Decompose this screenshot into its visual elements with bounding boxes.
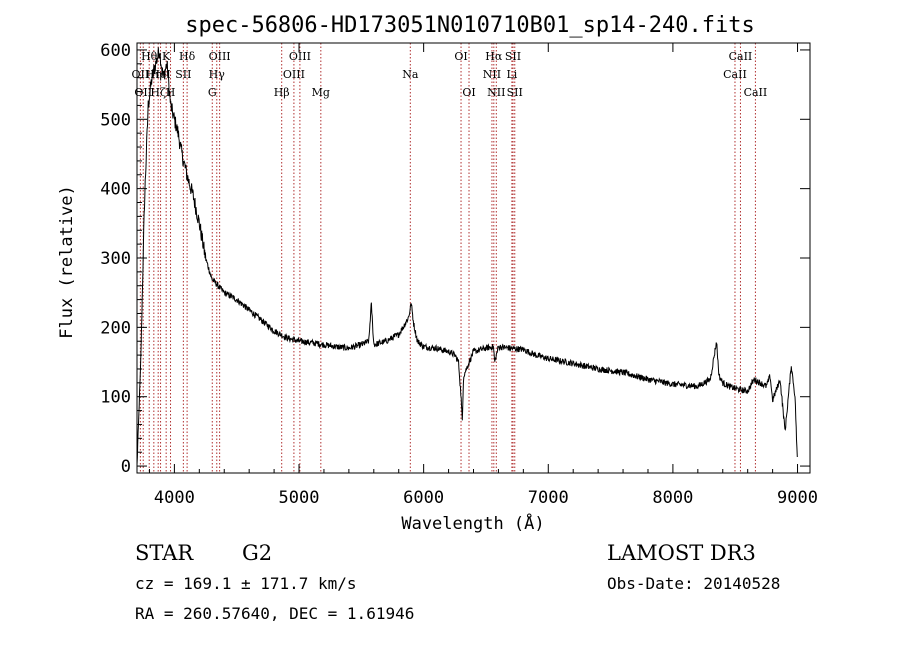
- spectral-line-label: Na: [402, 68, 419, 81]
- spectral-line-label: SII: [507, 86, 523, 99]
- y-tick-label: 300: [100, 249, 131, 269]
- obs-date-readout: Obs-Date: 20140528: [607, 574, 780, 593]
- spectral-line-label: Hη: [146, 68, 162, 81]
- spectral-line-label: OII: [134, 86, 152, 99]
- y-tick-label: 100: [100, 388, 131, 408]
- y-tick-label: 600: [100, 41, 131, 61]
- x-axis-label: Wavelength (Å): [401, 512, 544, 534]
- spectral-line-label: Hα: [485, 50, 503, 63]
- x-tick-label: 5000: [279, 488, 320, 508]
- spectral-line-label: OII: [132, 68, 150, 81]
- y-tick-label: 200: [100, 318, 131, 338]
- spectral-line-label: K: [162, 50, 171, 63]
- spectral-line-label: CaII: [744, 86, 768, 99]
- spectral-line-label: CaII: [729, 50, 753, 63]
- spectral-line-label: OI: [462, 86, 475, 99]
- y-tick-label: 500: [100, 110, 131, 130]
- spectral-line-label: Mg: [312, 86, 330, 99]
- y-axis-label: Flux (relative): [57, 185, 77, 339]
- y-tick-label: 0: [121, 457, 131, 477]
- spectral-line-label: H: [166, 86, 176, 99]
- spectral-line-label: Hγ: [209, 68, 226, 81]
- spectral-line-label: NII: [483, 68, 501, 81]
- spectral-line-label: Hθ: [141, 50, 158, 63]
- spectral-line-label: Hζ: [150, 86, 166, 99]
- chart-title: spec-56806-HD173051N010710B01_sp14-240.f…: [185, 13, 755, 38]
- spectral-line-label: OIII: [209, 50, 231, 63]
- x-tick-label: 9000: [777, 488, 818, 508]
- x-tick-label: 7000: [528, 488, 569, 508]
- spectral-line-label: OIII: [283, 68, 305, 81]
- object-class: STAR: [135, 541, 194, 565]
- spectral-line-label: CaII: [723, 68, 747, 81]
- object-subclass: G2: [242, 541, 272, 565]
- spectral-line-label: Hδ: [179, 50, 196, 63]
- spectral-line-label: SII: [175, 68, 191, 81]
- y-tick-label: 400: [100, 180, 131, 200]
- x-tick-label: 8000: [652, 488, 693, 508]
- spectral-line-label: Hβ: [274, 86, 290, 99]
- redshift-readout: cz = 169.1 ± 171.7 km/s: [135, 574, 357, 593]
- spectral-line-label: Li: [506, 68, 517, 81]
- coordinate-readout: RA = 260.57640, DEC = 1.61946: [135, 604, 414, 623]
- x-axis-ticks: 4000 5000 6000 7000 8000 9000: [148, 43, 818, 508]
- y-axis-ticks: 0 100 200 300 400 500 600: [100, 41, 810, 477]
- spectral-line-label: OIII: [289, 50, 311, 63]
- x-tick-label: 6000: [403, 488, 444, 508]
- spectral-line-label: NII: [487, 86, 505, 99]
- spectral-line-label: SII: [505, 50, 521, 63]
- spectrum-line: [136, 47, 798, 466]
- spectral-line-labels: OIIOIIHθHηHζHeIKHSIIHδGHγOIIIHβOIIIOIIIM…: [132, 50, 768, 99]
- spectral-line-markers: [139, 43, 756, 473]
- survey-name: LAMOST DR3: [607, 541, 756, 565]
- spectral-line-label: OI: [454, 50, 467, 63]
- x-tick-label: 4000: [154, 488, 195, 508]
- spectral-line-label: G: [208, 86, 217, 99]
- plot-frame: [136, 42, 811, 474]
